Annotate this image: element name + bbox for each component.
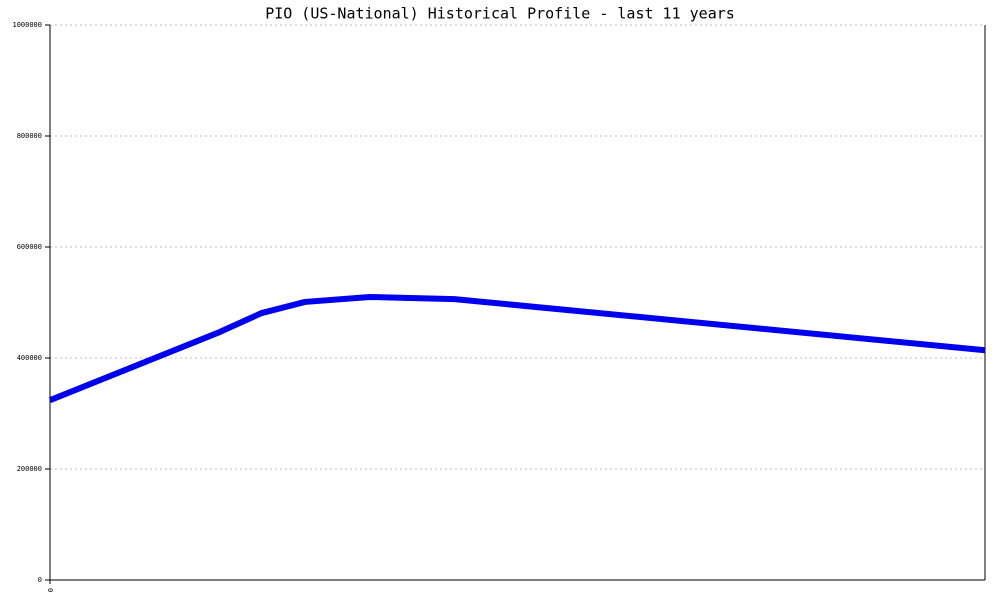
- y-tick-label: 800000: [17, 132, 42, 140]
- chart-title: PIO (US-National) Historical Profile - l…: [265, 5, 735, 23]
- data-line: [48, 293, 986, 403]
- y-tick-label: 200000: [17, 465, 42, 473]
- y-tick-label: 400000: [17, 354, 42, 362]
- y-tick-label: 600000: [17, 243, 42, 251]
- y-tick-label: 1000000: [12, 21, 42, 29]
- y-tick-label: 0: [38, 576, 42, 584]
- x-tick-label: 0: [46, 588, 54, 592]
